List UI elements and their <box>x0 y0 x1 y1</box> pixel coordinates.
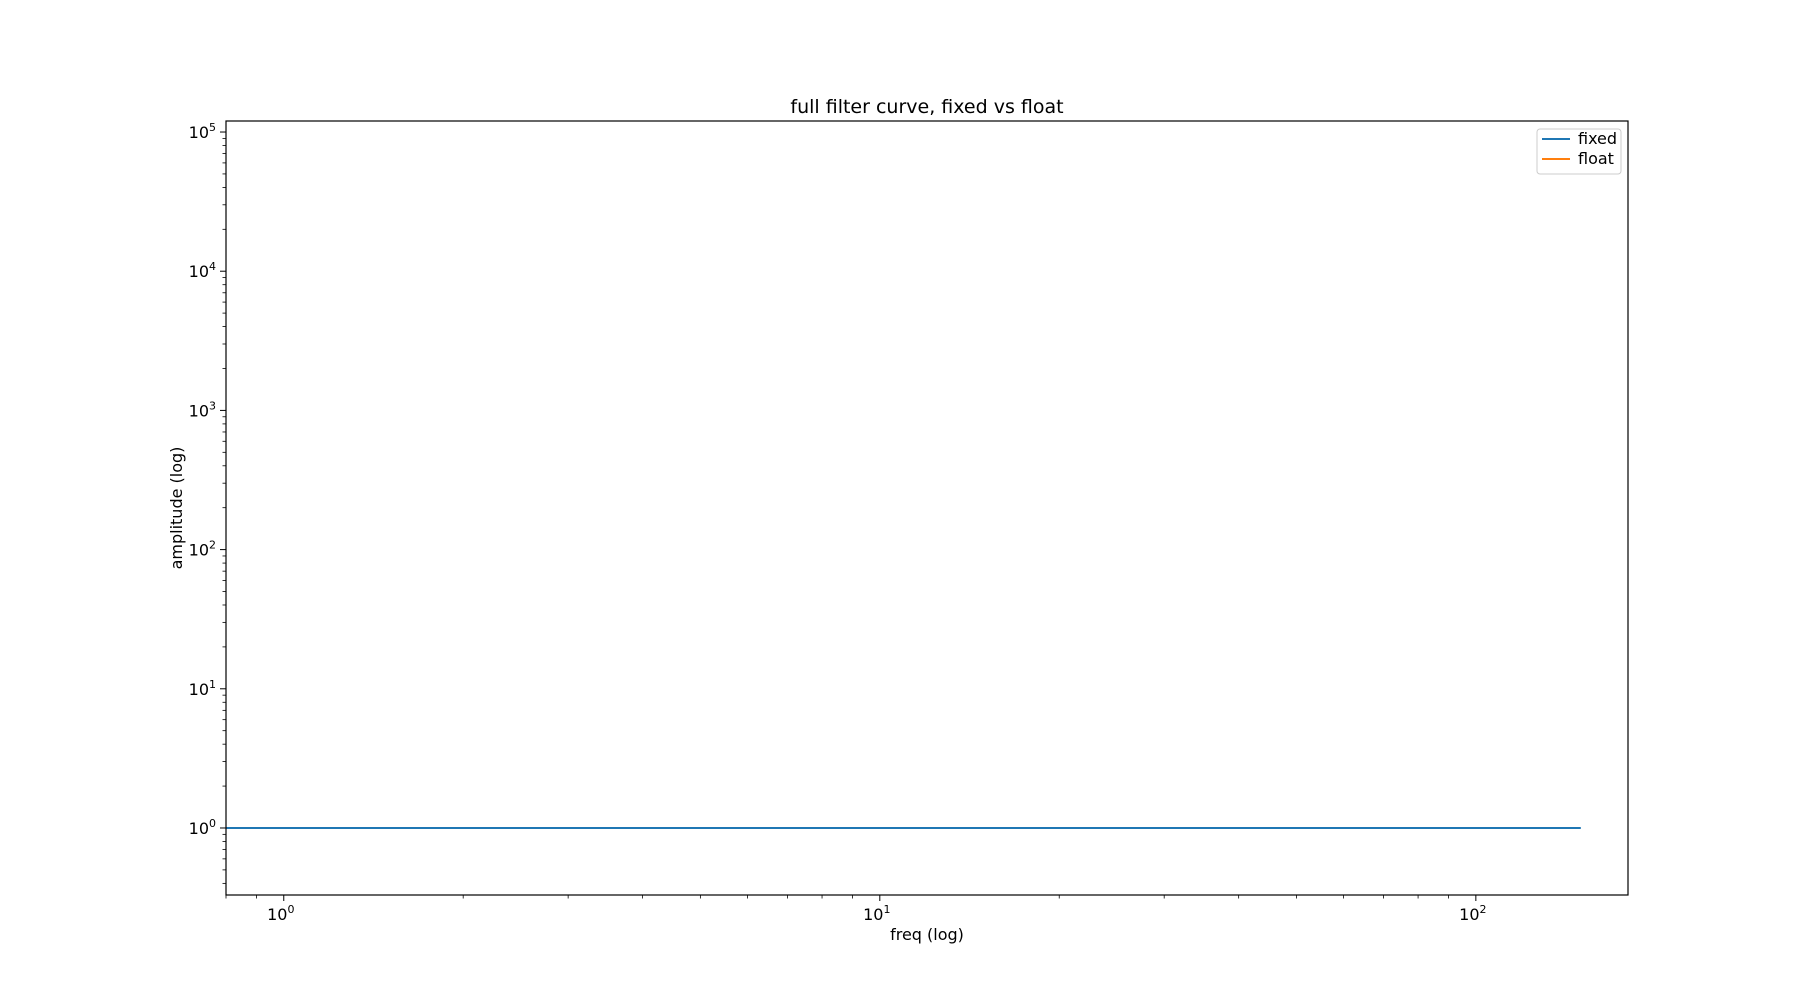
y-tick-label: 104 <box>189 260 216 281</box>
legend-label-fixed: fixed <box>1578 129 1617 148</box>
ticks-layer: 100 101 102 100 101 102 103 104 105 <box>189 121 1487 924</box>
y-axis-label: amplitude (log) <box>167 447 186 570</box>
y-tick-label: 103 <box>189 399 216 420</box>
y-tick-label: 102 <box>189 539 216 560</box>
x-tick-label: 101 <box>863 903 890 924</box>
x-tick-label: 100 <box>267 903 294 924</box>
y-tick-label: 105 <box>189 121 216 142</box>
y-tick-label: 101 <box>189 678 216 699</box>
legend-label-float: float <box>1578 149 1614 168</box>
chart-title: full filter curve, fixed vs float <box>790 96 1063 118</box>
plot-frame <box>225 120 1629 896</box>
y-tick-label: 100 <box>189 817 216 838</box>
x-tick-label: 102 <box>1459 903 1486 924</box>
legend-frame <box>1536 128 1622 175</box>
x-axis-label: freq (log) <box>890 925 964 944</box>
